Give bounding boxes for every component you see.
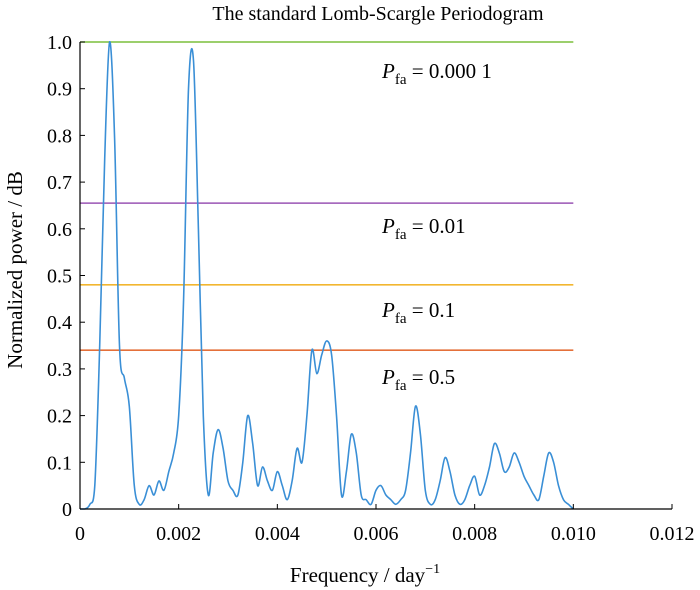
- plot-area: 0 0.002 0.004 0.006 0.008 0.010 0.012 00.10.20…: [47, 32, 695, 545]
- x-tick-label: 0: [75, 523, 85, 545]
- x-tick-label: 0.006: [354, 523, 399, 545]
- y-tick-label: 0.5: [47, 266, 72, 288]
- x-tick-label: 0.002: [156, 523, 201, 545]
- y-tick-label: 0.7: [47, 172, 72, 194]
- y-tick-label: 0.2: [47, 406, 72, 428]
- x-axis-label: Frequency / day−1: [290, 562, 440, 587]
- x-tick-label: 0.012: [650, 523, 695, 545]
- y-tick-label: 0.6: [47, 219, 72, 241]
- y-tick-label: 0.4: [47, 312, 72, 334]
- chart-title: The standard Lomb-Scargle Periodogram: [212, 3, 544, 25]
- y-tick-label: 0.1: [47, 452, 72, 474]
- x-tick-label: 0.008: [452, 523, 497, 545]
- pfa-label: Pfa = 0.5: [381, 365, 455, 394]
- y-axis-label: Normalized power / dB: [3, 171, 27, 369]
- y-tick-label: 0.3: [47, 359, 72, 381]
- series-line-power: [79, 41, 574, 510]
- threshold-labels: Pfa = 0.000 1 Pfa = 0.01 Pfa = 0.1 Pfa = 0.…: [381, 59, 492, 394]
- y-tick-label: 0: [62, 499, 72, 521]
- x-tick-label: 0.004: [255, 523, 300, 545]
- y-tick-label: 0.8: [47, 125, 72, 147]
- x-axis-ticks: 0 0.002 0.004 0.006 0.008 0.010 0.012: [75, 504, 695, 545]
- y-tick-label: 1.0: [47, 32, 72, 54]
- pfa-label: Pfa = 0.01: [381, 214, 466, 243]
- x-tick-label: 0.010: [551, 523, 596, 545]
- y-axis-ticks: 0 0.1 0.2 0.3 0.4 0.5 0.6 0.7 0.8 0.9 1.0: [47, 32, 85, 521]
- pfa-label: Pfa = 0.1: [381, 298, 455, 327]
- pfa-label: Pfa = 0.000 1: [381, 59, 492, 88]
- threshold-lines: [80, 41, 574, 352]
- y-tick-label: 0.9: [47, 79, 72, 101]
